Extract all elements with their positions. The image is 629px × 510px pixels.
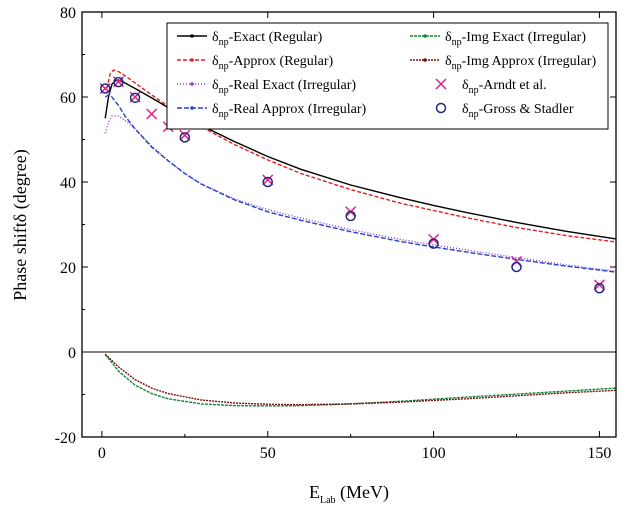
- legend: δnp-Exact (Regular) δnp-Approx (Regular) δ…: [166, 22, 609, 130]
- gross-stadler-point: [262, 176, 273, 188]
- legend-swatch-right-2-dot: [423, 58, 427, 62]
- x-tick-label: 50: [260, 445, 276, 462]
- legend-swatch-left-4-dot: [190, 106, 194, 110]
- x-tick-label: 100: [422, 445, 446, 462]
- x-axis-title: ELab (MeV): [309, 482, 389, 506]
- legend-swatch-left-2-dot: [190, 58, 194, 62]
- y-axis-title: Phase shiftδ (degree): [10, 149, 31, 300]
- arndt-point: [179, 129, 191, 141]
- gross-stadler-point: [113, 76, 124, 88]
- legend-label-right-2: δnp-Img Approx (Irregular): [445, 54, 596, 72]
- series-line-2: [106, 69, 617, 243]
- x-tick-label: 150: [587, 445, 611, 462]
- gross-stadler-point: [428, 238, 439, 249]
- legend-label-left-3: δnp-Real Exact (Irregular): [212, 78, 356, 96]
- gross-stadler-point: [594, 283, 605, 294]
- gross-stadler-point: [129, 92, 141, 104]
- legend-marker-3: [435, 78, 447, 90]
- legend-label-left-2: δnp-Approx (Regular): [212, 54, 334, 72]
- y-tick-label: 20: [60, 260, 76, 277]
- series-line-5: [104, 354, 617, 407]
- legend-label-right-1: δnp-Img Exact (Irregular): [445, 30, 586, 48]
- y-tick-label: 60: [60, 90, 76, 107]
- series-line-4: [104, 94, 617, 273]
- legend-label-left-4: δnp-Real Approx (Irregular): [212, 102, 367, 120]
- gross-stadler-point: [511, 261, 522, 273]
- y-tick-label: -20: [55, 430, 76, 447]
- y-tick-label: 40: [60, 175, 76, 192]
- arndt-point: [146, 108, 158, 120]
- legend-marker-4: [435, 102, 447, 114]
- legend-swatch-right-1-dot: [423, 34, 427, 38]
- y-tick-label: 80: [60, 5, 76, 22]
- legend-label-right-4: δnp-Gross & Stadler: [462, 102, 574, 120]
- axis-ticks: 0 50 100 150 -20 0 20 40 60 80: [55, 5, 616, 462]
- gross-stadler-point: [179, 132, 191, 143]
- legend-label-left-1: δnp-Exact (Regular): [212, 30, 323, 48]
- legend-swatch-left-3-dot: [190, 82, 194, 86]
- series-line-6: [104, 353, 617, 406]
- y-tick-label: 0: [68, 345, 76, 362]
- series-line-3: [104, 115, 617, 272]
- legend-swatch-left-1-dot: [190, 34, 194, 38]
- arndt-point: [262, 174, 274, 186]
- x-tick-label: 0: [98, 445, 106, 462]
- gross-stadler-point: [99, 83, 111, 94]
- gross-stadler-point: [345, 210, 356, 222]
- legend-box: [166, 22, 609, 130]
- arndt-point: [593, 279, 605, 291]
- legend-label-right-3: δnp-Arndt et al.: [462, 78, 547, 96]
